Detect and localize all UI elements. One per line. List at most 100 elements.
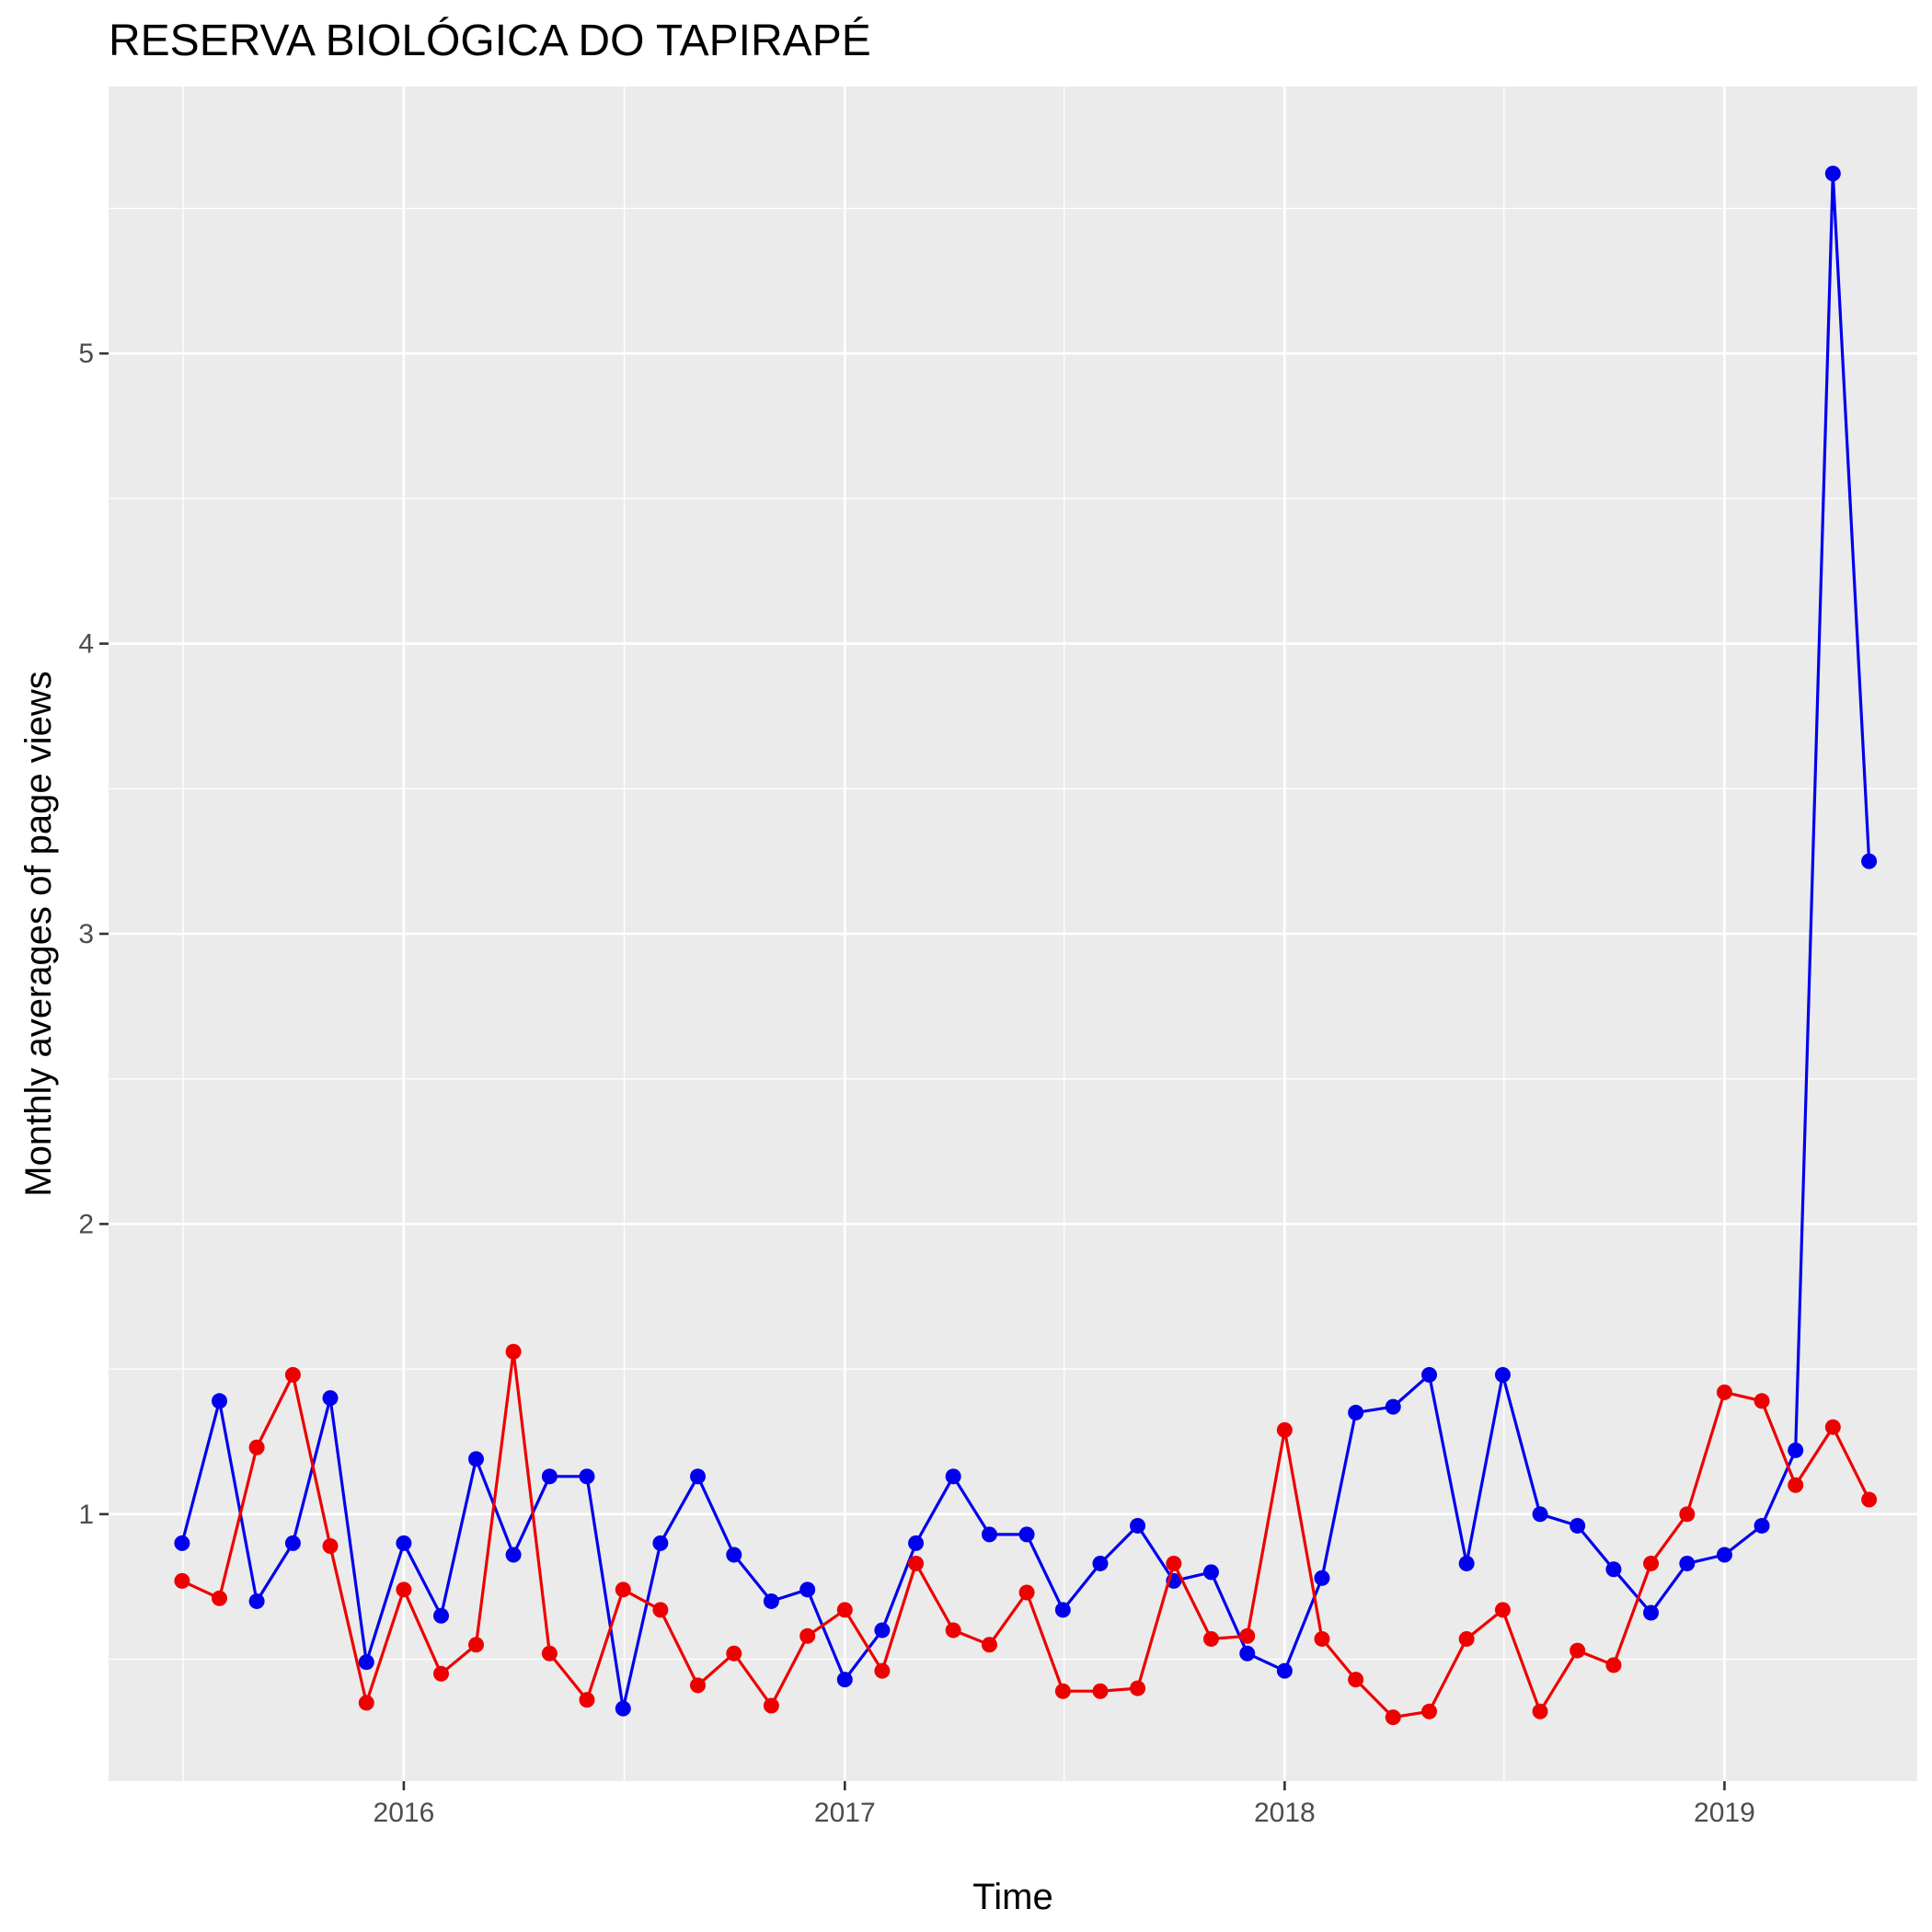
series-1-point: [1018, 1526, 1035, 1543]
series-1-point: [1130, 1517, 1146, 1534]
series-2-point: [174, 1572, 190, 1589]
series-1-point: [1570, 1517, 1586, 1534]
x-tick-label: 2017: [814, 1798, 876, 1828]
series-1-point: [615, 1700, 631, 1717]
series-1-point: [763, 1593, 779, 1609]
y-tick-label: 5: [78, 339, 94, 369]
series-2-point: [981, 1637, 997, 1653]
series-1-point: [1239, 1645, 1256, 1662]
series-1-point: [1092, 1555, 1109, 1571]
series-2-point: [615, 1581, 631, 1598]
series-1-point: [1202, 1564, 1219, 1581]
series-1-point: [799, 1581, 816, 1598]
series-2-point: [1314, 1630, 1330, 1647]
series-2-point: [396, 1581, 412, 1598]
series-2-point: [1754, 1393, 1770, 1409]
series-2-point: [1276, 1421, 1293, 1438]
series-1-point: [541, 1468, 558, 1485]
series-2-point: [1054, 1683, 1071, 1699]
series-1-point: [1348, 1404, 1364, 1420]
series-1-point: [1494, 1366, 1511, 1383]
series-2-point: [1788, 1477, 1804, 1493]
series-2-point: [689, 1677, 706, 1694]
series-2-point: [945, 1622, 961, 1639]
series-2-point: [1861, 1491, 1878, 1508]
series-2-point: [1385, 1709, 1401, 1726]
series-2-point: [1348, 1672, 1364, 1688]
series-2-point: [1643, 1555, 1660, 1571]
series-1-point: [505, 1547, 522, 1563]
series-1-point: [1054, 1602, 1071, 1618]
series-1-point: [1716, 1547, 1732, 1563]
series-2-point: [579, 1692, 595, 1708]
series-1-point: [284, 1535, 301, 1551]
series-2-point: [1130, 1680, 1146, 1696]
series-2-point: [908, 1555, 925, 1571]
series-1-point: [689, 1468, 706, 1485]
series-1-point: [358, 1654, 374, 1671]
series-2-point: [433, 1665, 450, 1682]
series-1-point: [1421, 1366, 1438, 1383]
series-2-point: [322, 1538, 339, 1555]
series-2-point: [1239, 1627, 1256, 1644]
series-1-point: [1754, 1517, 1770, 1534]
series-2-point: [1679, 1506, 1696, 1523]
series-2-point: [284, 1366, 301, 1383]
series-2-point: [652, 1602, 669, 1618]
series-2-point: [248, 1439, 265, 1455]
series-1-point: [467, 1451, 484, 1467]
series-2-point: [1458, 1630, 1475, 1647]
series-1-point: [1861, 853, 1878, 869]
series-2-point: [1166, 1555, 1182, 1571]
y-tick-label: 1: [78, 1500, 94, 1530]
series-1-point: [1605, 1561, 1622, 1578]
series-1-point: [322, 1390, 339, 1407]
series-1-point: [1385, 1398, 1401, 1415]
axis-layer: 1 2 3 4 5 2016 2017 2018 2019: [78, 339, 1754, 1828]
series-2-point: [358, 1695, 374, 1711]
y-tick-label: 4: [78, 629, 94, 660]
series-2-point: [763, 1697, 779, 1714]
series-2-point: [467, 1637, 484, 1653]
series-2-point: [799, 1627, 816, 1644]
series-1-point: [945, 1468, 961, 1485]
x-tick-label: 2018: [1254, 1798, 1316, 1828]
series-2-point: [874, 1662, 891, 1679]
series-layer: [174, 166, 1878, 1726]
series-1-point: [836, 1672, 853, 1688]
series-2-point: [1824, 1419, 1841, 1435]
series-2-point: [1092, 1683, 1109, 1699]
series-1-point: [1643, 1604, 1660, 1621]
series-1-point: [874, 1622, 891, 1639]
x-tick-label: 2019: [1694, 1798, 1755, 1828]
series-1-point: [652, 1535, 669, 1551]
series-1-point: [1788, 1442, 1804, 1458]
series-2-point: [1018, 1584, 1035, 1601]
series-2-point: [1716, 1384, 1732, 1400]
series-1-point: [1276, 1662, 1293, 1679]
series-1-point: [433, 1607, 450, 1624]
series-1-point: [1679, 1555, 1696, 1571]
series-1-point: [908, 1535, 925, 1551]
series-1-point: [1532, 1506, 1548, 1523]
series-1-point: [1824, 166, 1841, 182]
series-1-point: [981, 1526, 997, 1543]
series-1-point: [212, 1393, 228, 1409]
series-1-point: [579, 1468, 595, 1485]
chart-title: RESERVA BIOLÓGICA DO TAPIRAPÉ: [109, 16, 871, 65]
grid-layer: [109, 86, 1917, 1781]
y-tick-label: 3: [78, 919, 94, 949]
series-2-point: [1421, 1703, 1438, 1719]
series-1-point: [726, 1547, 742, 1563]
y-axis-title: Monthly averages of page views: [18, 671, 59, 1196]
series-2-point: [1605, 1657, 1622, 1673]
series-2-point: [1202, 1630, 1219, 1647]
x-tick-label: 2016: [374, 1798, 435, 1828]
series-2-point: [212, 1590, 228, 1606]
series-1-point: [248, 1593, 265, 1609]
series-2-point: [836, 1602, 853, 1618]
series-1-point: [1314, 1570, 1330, 1586]
series-2-point: [1494, 1602, 1511, 1618]
series-1-point: [1458, 1555, 1475, 1571]
